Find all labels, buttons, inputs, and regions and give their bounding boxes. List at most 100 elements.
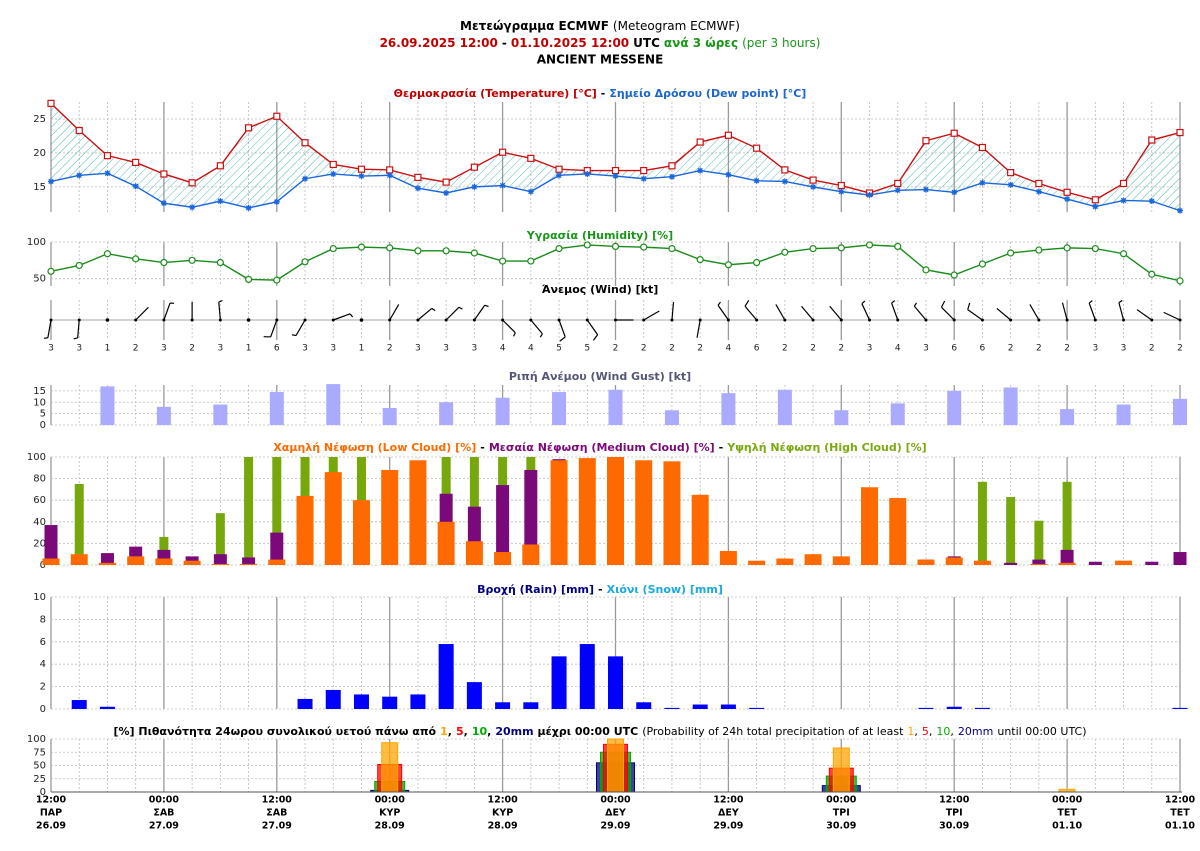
- marker: [217, 198, 224, 205]
- wind-barb: [775, 304, 786, 321]
- wind-barb: [671, 302, 675, 321]
- bar: [524, 469, 538, 565]
- marker: [244, 124, 253, 132]
- prob-bar: [381, 742, 399, 793]
- title-part: -: [502, 36, 507, 50]
- bar: [1172, 707, 1188, 709]
- wind-speed: 3: [76, 344, 82, 354]
- y-tick-label: 10: [33, 592, 46, 603]
- wind-barb: [417, 307, 436, 321]
- bar: [495, 397, 510, 425]
- bar: [777, 389, 792, 425]
- title-part: 10: [472, 725, 488, 738]
- wind-speed: 3: [1092, 344, 1098, 354]
- wind-barb: [744, 299, 758, 321]
- wind-barb: [696, 319, 701, 338]
- wind-barb: [1136, 309, 1153, 321]
- bar: [382, 696, 398, 709]
- bar: [496, 485, 510, 565]
- bar: [213, 404, 228, 425]
- wind-speed: 3: [1121, 344, 1127, 354]
- bar: [1003, 387, 1018, 425]
- y-tick-label: 0: [40, 787, 46, 798]
- title: Άνεμος (Wind) [kt]: [542, 283, 659, 296]
- x-tick-day: ΠΑΡ: [40, 808, 62, 819]
- bar: [608, 656, 623, 709]
- bar: [1116, 404, 1131, 425]
- bar: [244, 457, 254, 565]
- wind-speed: 4: [528, 344, 534, 354]
- bar: [890, 403, 905, 425]
- marker: [1063, 244, 1071, 252]
- bar: [269, 392, 284, 425]
- wind-barb: [861, 300, 871, 321]
- bar: [326, 384, 341, 425]
- bar: [270, 532, 284, 565]
- marker: [189, 204, 196, 211]
- wind-speed: 5: [556, 344, 562, 354]
- bar: [352, 500, 370, 565]
- marker: [668, 245, 676, 253]
- marker: [555, 245, 563, 253]
- marker: [358, 173, 365, 180]
- bar: [918, 707, 934, 709]
- bar: [889, 498, 907, 565]
- wind-calm: [105, 318, 110, 322]
- title-part: Βροχή (Rain) [mm]: [477, 583, 594, 596]
- x-tick-time: 12:00: [487, 795, 518, 806]
- title-part: ,: [487, 725, 491, 738]
- bar: [325, 689, 341, 709]
- x-tick-date: 01.10: [1052, 821, 1082, 832]
- marker: [1007, 249, 1015, 257]
- y-tick-label: 20: [33, 148, 46, 159]
- bar: [127, 556, 145, 565]
- marker: [443, 189, 450, 196]
- y-tick-label: 50: [33, 761, 46, 772]
- wind-barb: [967, 302, 983, 321]
- marker: [922, 137, 930, 145]
- title-part: -: [480, 441, 485, 454]
- bar: [439, 402, 454, 425]
- y-tick-label: 60: [33, 495, 46, 506]
- wind-barb: [263, 319, 278, 338]
- x-tick-day: ΤΕΤ: [1170, 808, 1190, 819]
- wind-barb: [829, 305, 842, 321]
- wind-speed: 5: [584, 344, 590, 354]
- title: Θερμοκρασία (Temperature) [°C] - Σημείο Δρ…: [394, 87, 807, 100]
- bar: [636, 702, 652, 709]
- wind-speed: 4: [895, 344, 901, 354]
- bar: [466, 682, 482, 709]
- marker: [414, 185, 421, 192]
- bar: [664, 410, 679, 425]
- marker: [1177, 207, 1183, 214]
- wind-speed: 3: [330, 344, 336, 354]
- marker: [696, 256, 704, 264]
- marker: [330, 170, 337, 177]
- marker: [611, 166, 620, 175]
- y-tick-label: 75: [33, 747, 46, 758]
- marker: [76, 172, 83, 179]
- title-part: Υγρασία (Humidity) [%]: [526, 229, 673, 242]
- x-tick-date: 28.09: [488, 821, 518, 832]
- prob-bar: [832, 747, 850, 793]
- marker: [781, 248, 789, 256]
- title-part: 26.09.2025 12:00: [380, 36, 498, 50]
- bar: [635, 460, 653, 565]
- bar: [1032, 559, 1046, 565]
- wind-speed: 2: [1008, 344, 1014, 354]
- wind-speed: 6: [980, 344, 986, 354]
- y-tick-label: 100: [27, 237, 46, 248]
- title-part: (Meteogram ECMWF): [613, 19, 740, 33]
- wind-barb: [445, 306, 463, 321]
- y-tick-label: 80: [33, 474, 46, 485]
- marker: [386, 172, 393, 179]
- wind-speed: 3: [923, 344, 929, 354]
- bar: [578, 458, 596, 565]
- marker: [724, 131, 733, 139]
- bar: [748, 560, 766, 565]
- y-tick-label: 4: [40, 659, 46, 670]
- marker: [809, 176, 817, 184]
- x-tick-time: 12:00: [713, 795, 744, 806]
- marker: [697, 167, 704, 174]
- title-part: ,: [464, 725, 468, 738]
